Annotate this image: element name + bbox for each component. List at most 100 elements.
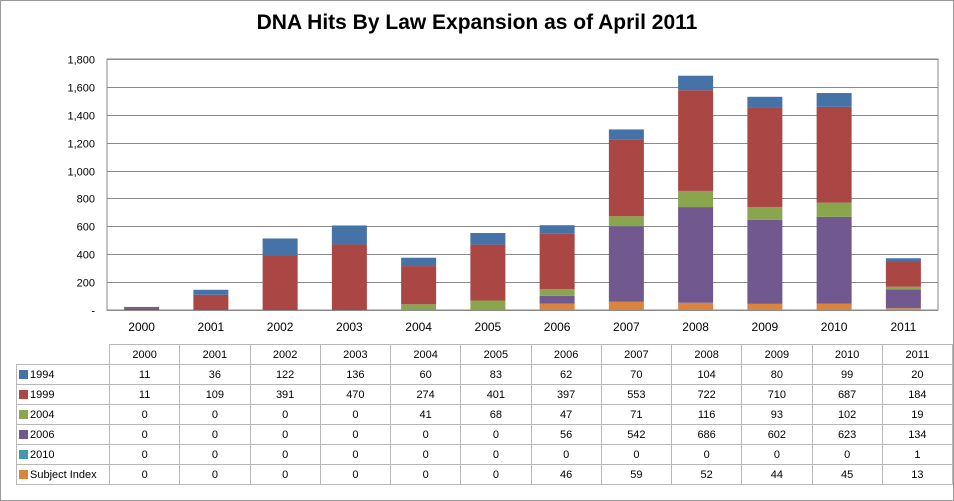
table-row: 2010 0 0 0 0 0 0 0 0 0 0 0 1 [16,444,954,465]
table-cell: 686 [670,424,743,445]
table-cell: 0 [108,444,181,465]
table-cell: 83 [460,364,532,385]
table-column-header: 2005 [460,344,532,365]
x-tick-label: 2006 [544,320,571,334]
bar-segment [608,139,644,217]
table-cell: 41 [389,404,462,425]
table-row: Subject Index 0 0 0 0 0 0 46 59 52 44 45 13 [16,464,954,485]
table-cell: 553 [600,384,673,405]
bar-segment [885,308,921,310]
table-header-row: 2000 2001 2002 2003 2004 2005 2006 2007 2008 2009… [16,344,954,365]
table-cell: 80 [741,364,813,385]
bar-segment [331,225,367,245]
table-column-header: 2002 [249,344,321,365]
bar-segment [747,219,783,304]
table-series-label: 2010 [16,444,110,465]
table-cell: 0 [108,464,181,485]
table-cell: 687 [811,384,883,405]
bar-segment [470,233,506,245]
table-cell: 710 [741,384,813,405]
table-cell: 0 [249,444,321,465]
table-cell: 104 [670,364,743,385]
bar-segment [885,289,921,309]
legend-key [19,469,28,479]
table-cell: 0 [460,464,532,485]
bar-segment [124,308,160,310]
table-cell: 47 [530,404,602,425]
bar-segment [401,266,437,305]
y-tick-label: 200 [77,278,95,290]
table-cell: 44 [741,464,813,485]
y-tick-label: 1,600 [67,83,95,95]
table-cell: 62 [530,364,602,385]
table-series-label: Subject Index [16,464,110,485]
table-cell: 391 [249,384,321,405]
bar-segment [193,289,229,295]
table-cell: 70 [600,364,673,385]
bar-segment [747,96,783,108]
table-cell: 0 [600,444,673,465]
table-cell: 68 [460,404,532,425]
table-column-header: 2011 [881,344,954,365]
table-row: 2006 0 0 0 0 0 0 56 542 686 602 623 134 [16,424,954,445]
y-tick-label: 1,200 [67,139,95,151]
bar-segment [816,93,852,107]
table-series-label: 1999 [16,384,110,405]
table-cell: 602 [741,424,813,445]
bar-segment [885,258,921,262]
bar-segment [539,233,575,290]
table-cell: 184 [881,384,954,405]
table-cell: 401 [460,384,532,405]
bar-segment [885,286,921,290]
table-cell: 0 [179,424,251,445]
legend-key [19,449,28,459]
y-tick-label: 800 [77,194,95,206]
table-column-header: 2009 [741,344,813,365]
table-column-header: 2010 [811,344,883,365]
plot-area-border [106,58,939,311]
table-cell: 136 [319,364,392,385]
bar-segment [539,289,575,296]
table-cell: 19 [881,404,954,425]
table-cell: 71 [600,404,673,425]
table-column-header: 2004 [389,344,462,365]
table-cell: 11 [108,364,181,385]
bar-segment [401,304,437,310]
table-cell: 0 [319,404,392,425]
table-column-header: 2008 [670,344,743,365]
table-cell: 134 [881,424,954,445]
table-cell: 122 [249,364,321,385]
bar-segment [678,75,714,91]
bar-segment [124,306,160,309]
bar-segment [608,301,644,310]
table-series-label: 1994 [16,364,110,385]
bar-segment [816,303,852,310]
table-cell: 0 [389,464,462,485]
table-cell: 0 [811,444,883,465]
table-cell: 623 [811,424,883,445]
table-cell: 0 [741,444,813,465]
table-cell: 102 [811,404,883,425]
table-cell: 470 [319,384,392,405]
bar-segment [747,303,783,310]
table-corner-cell [16,344,110,365]
bar-segment [747,107,783,207]
table-series-label: 2006 [16,424,110,445]
bar-segment [331,244,367,310]
table-cell: 274 [389,384,462,405]
table-cell: 0 [319,464,392,485]
table-cell: 722 [670,384,743,405]
legend-key [19,429,28,439]
table-cell: 1 [881,444,954,465]
table-cell: 20 [881,364,954,385]
table-row: 1994 11 36 122 136 60 83 62 70 104 80 99 20 [16,364,954,385]
x-tick-label: 2011 [890,320,916,334]
x-tick-label: 2003 [336,320,363,334]
table-cell: 36 [179,364,251,385]
bar-segment [470,300,506,310]
bar-segment [678,190,714,208]
table-cell: 45 [811,464,883,485]
legend-key [19,389,28,399]
bar-segment [262,255,298,310]
